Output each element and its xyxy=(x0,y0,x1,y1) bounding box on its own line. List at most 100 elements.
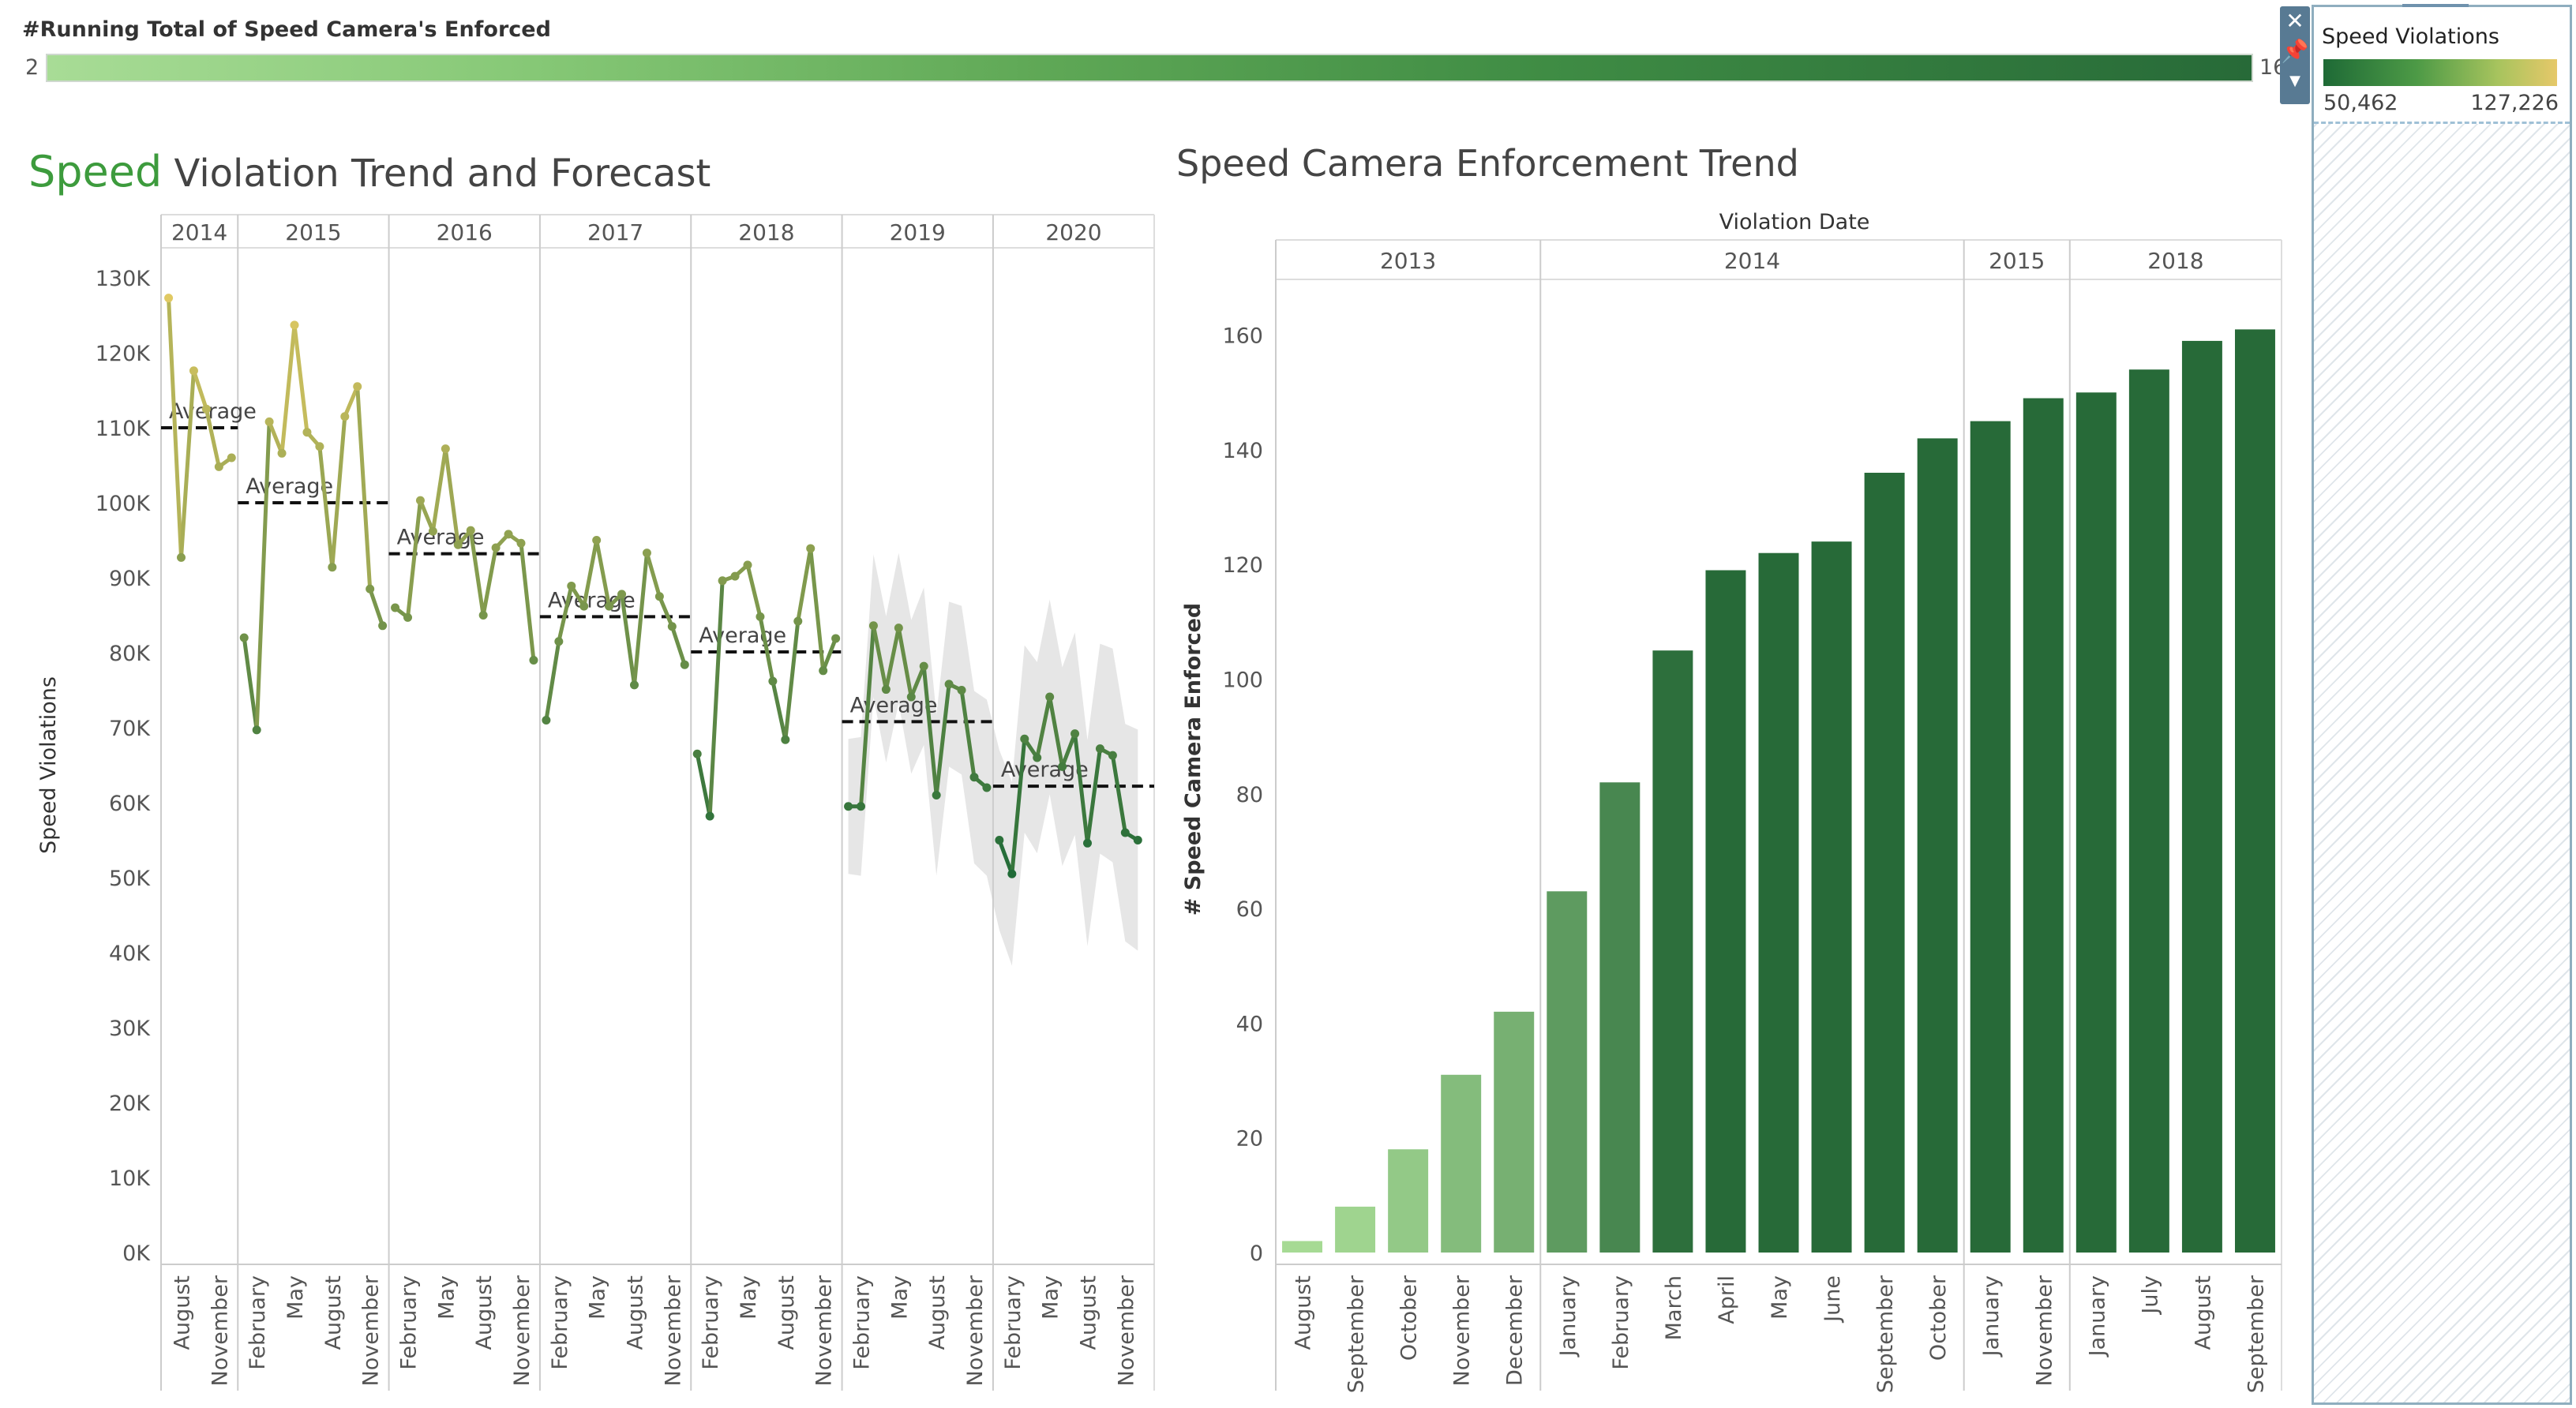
month-label: May xyxy=(887,1275,912,1320)
trend-point xyxy=(252,725,261,735)
bar-y-tick-label: 60 xyxy=(1236,897,1263,922)
trend-segment xyxy=(167,296,184,560)
trend-segment xyxy=(430,447,448,534)
bar-y-tick-label: 80 xyxy=(1236,783,1263,807)
trend-point xyxy=(453,540,463,549)
y-tick-label: 80K xyxy=(109,642,151,666)
trend-segment xyxy=(1035,695,1052,760)
chevron-down-icon[interactable]: ▼ xyxy=(2289,73,2300,89)
month-label: August xyxy=(774,1275,799,1350)
bar-year-label: 2018 xyxy=(2147,248,2203,274)
month-label: May xyxy=(283,1275,308,1320)
trend-segment xyxy=(657,594,674,629)
trend-point xyxy=(592,536,602,545)
legend-title: #Running Total of Speed Camera's Enforce… xyxy=(22,17,551,42)
trend-point xyxy=(605,601,614,611)
trend-point xyxy=(944,680,954,689)
enforcement-bar xyxy=(2075,392,2117,1253)
bar-year-label: 2014 xyxy=(1724,248,1780,274)
trend-point xyxy=(491,543,501,552)
month-label: February xyxy=(548,1275,572,1370)
trend-segment xyxy=(959,688,977,780)
trend-segment xyxy=(418,498,435,534)
trend-segment xyxy=(883,626,901,692)
trend-segment xyxy=(368,586,385,628)
enforcement-bar xyxy=(2234,329,2275,1253)
trend-point xyxy=(579,601,589,611)
trend-segment xyxy=(771,679,788,742)
legend-min-label: 2 xyxy=(25,55,39,80)
trend-point xyxy=(743,560,752,570)
enforcement-bar xyxy=(1335,1206,1376,1253)
month-label: November xyxy=(963,1275,988,1386)
trend-point xyxy=(516,538,526,548)
trend-segment xyxy=(317,444,335,570)
speed-violation-line-chart[interactable]: 2014 2015 2016 2017 2018 2019 2020 0K 10K 20K 30K 4… xyxy=(0,207,1161,1408)
month-label: August xyxy=(321,1275,346,1350)
side-legend-gradient[interactable] xyxy=(2323,59,2557,86)
enforcement-bar xyxy=(1970,421,2011,1253)
enforcement-bar xyxy=(1758,552,1799,1253)
trend-segment xyxy=(707,579,725,818)
side-legend-header: Speed Violations 50,462 127,226 xyxy=(2314,7,2570,124)
trend-point xyxy=(214,462,223,471)
bar-month-label: March xyxy=(1662,1275,1686,1340)
month-label: May xyxy=(737,1275,761,1320)
trend-point xyxy=(1033,753,1042,762)
trend-point xyxy=(969,773,979,782)
trend-point xyxy=(630,680,639,690)
month-label: February xyxy=(849,1275,874,1370)
month-label: November xyxy=(661,1275,685,1386)
close-icon[interactable]: ✕ xyxy=(2285,8,2304,34)
average-label: Average xyxy=(246,474,333,499)
trend-segment xyxy=(179,369,196,560)
speed-trend-title: Speed Violation Trend and Forecast xyxy=(28,147,711,197)
year-label: 2019 xyxy=(890,219,946,245)
legend-controls[interactable]: ✕ 📌 ▼ xyxy=(2280,6,2310,104)
trend-segment xyxy=(519,541,536,662)
y-tick-label: 120K xyxy=(96,342,152,366)
trend-point xyxy=(201,404,211,414)
bar-month-label: August xyxy=(1292,1275,1316,1350)
trend-point xyxy=(642,549,651,558)
month-label: February xyxy=(246,1275,270,1370)
trend-segment xyxy=(620,592,637,687)
month-label: November xyxy=(359,1275,384,1386)
trend-segment xyxy=(745,563,763,619)
trend-point xyxy=(932,791,941,799)
y-tick-label: 110K xyxy=(96,417,152,441)
trend-segment xyxy=(821,636,838,673)
trend-point xyxy=(1095,744,1104,754)
trend-point xyxy=(441,444,450,454)
bar-y-tick-label: 120 xyxy=(1222,553,1263,578)
month-label: August xyxy=(1076,1275,1101,1350)
bar-month-label: December xyxy=(1503,1275,1528,1386)
trend-segment xyxy=(279,323,297,455)
trend-point xyxy=(1020,734,1029,743)
y-tick-label: 30K xyxy=(109,1017,151,1041)
trend-segment xyxy=(267,419,284,455)
average-label: Average xyxy=(850,693,938,717)
pin-icon[interactable]: 📌 xyxy=(2281,38,2309,64)
trend-point xyxy=(504,530,513,539)
trend-segment xyxy=(544,639,561,722)
y-tick-label: 60K xyxy=(109,792,151,816)
enforcement-bar xyxy=(1864,473,1905,1253)
bar-month-label: August xyxy=(2191,1275,2215,1350)
speed-camera-bar-chart[interactable]: Violation Date 2013 2014 2015 2018 0 20 40 60 80 1… xyxy=(1168,207,2305,1408)
trend-point xyxy=(768,676,778,686)
month-label: November xyxy=(812,1275,837,1386)
trend-point xyxy=(957,686,966,695)
y-tick-label: 0K xyxy=(122,1241,151,1266)
speed-violations-legend-panel[interactable]: Speed Violations 50,462 127,226 xyxy=(2312,4,2572,1405)
trend-point xyxy=(692,749,702,758)
enforcement-bar xyxy=(1652,650,1693,1253)
trend-point xyxy=(718,576,727,586)
year-label: 2015 xyxy=(285,219,341,245)
color-legend-bar[interactable] xyxy=(46,54,2253,82)
trend-point xyxy=(542,716,551,725)
month-label: February xyxy=(699,1275,723,1370)
trend-segment xyxy=(1048,695,1065,769)
month-label: August xyxy=(925,1275,950,1350)
trend-point xyxy=(868,621,878,631)
